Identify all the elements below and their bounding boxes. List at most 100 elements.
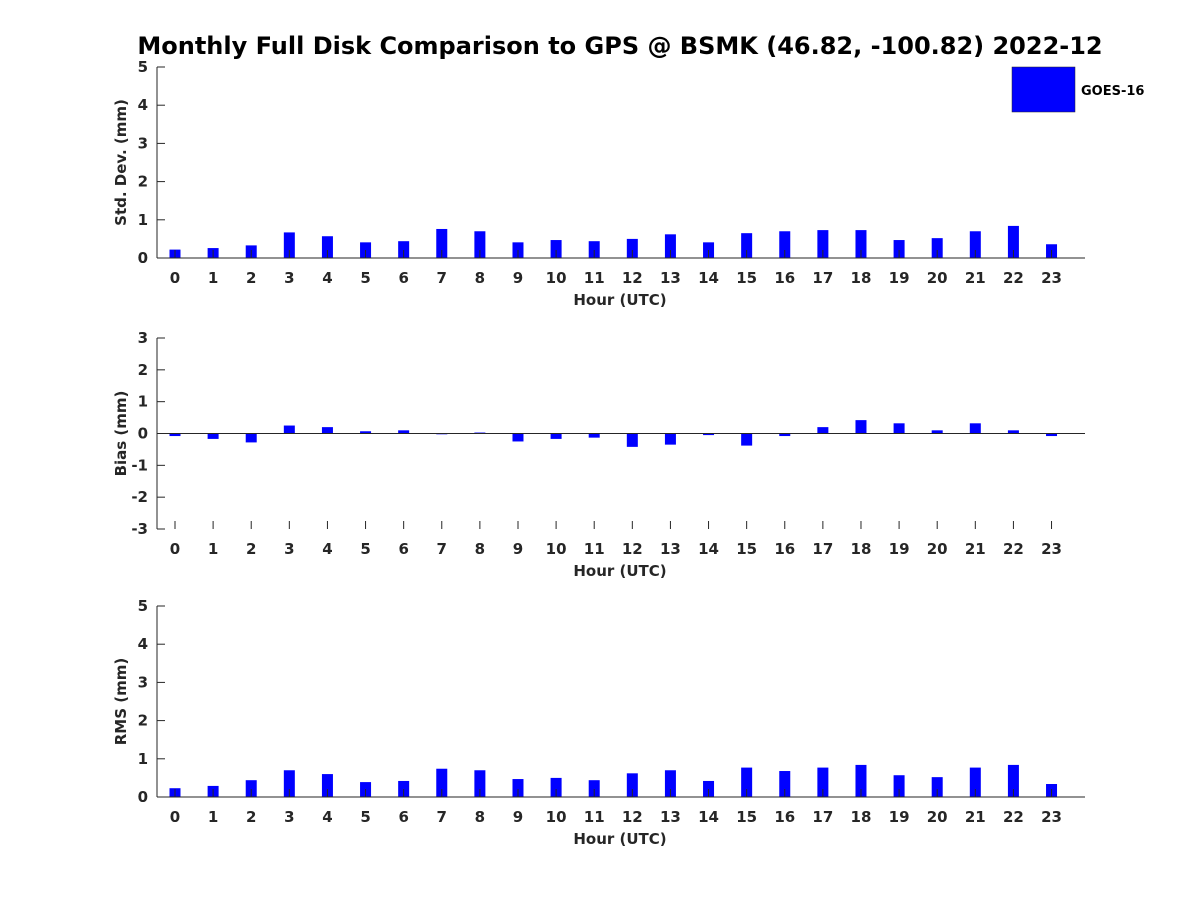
x-tick-label: 13 xyxy=(660,269,681,287)
bar xyxy=(626,238,638,258)
bar xyxy=(398,241,410,258)
x-tick-label: 6 xyxy=(398,269,408,287)
bar xyxy=(931,430,943,434)
y-tick-label: 0 xyxy=(138,249,148,267)
x-tick-label: 17 xyxy=(812,269,833,287)
x-tick-label: 16 xyxy=(774,269,795,287)
y-tick-label: 3 xyxy=(138,134,148,152)
y-tick-label: 4 xyxy=(138,635,148,653)
x-tick-label: 6 xyxy=(398,808,408,826)
x-tick-label: 14 xyxy=(698,808,719,826)
y-tick-label: 1 xyxy=(138,211,148,229)
bar xyxy=(931,238,943,258)
x-tick-label: 19 xyxy=(889,808,910,826)
bar xyxy=(474,770,486,797)
x-tick-label: 4 xyxy=(322,540,332,558)
bar xyxy=(1046,433,1058,437)
bar xyxy=(893,775,905,797)
bar xyxy=(703,780,715,797)
y-tick-label: 3 xyxy=(138,329,148,347)
x-tick-label: 23 xyxy=(1041,269,1062,287)
bar xyxy=(436,228,448,258)
x-tick-label: 5 xyxy=(360,269,370,287)
y-tick-label: 2 xyxy=(138,361,148,379)
x-tick-label: 14 xyxy=(698,269,719,287)
bar xyxy=(741,433,753,446)
bar xyxy=(1007,764,1019,797)
bar xyxy=(474,231,486,258)
x-tick-label: 10 xyxy=(546,269,567,287)
bar xyxy=(283,425,295,434)
x-tick-label: 1 xyxy=(208,540,218,558)
y-tick-label: 5 xyxy=(138,597,148,615)
x-axis-label: Hour (UTC) xyxy=(573,291,666,309)
bar xyxy=(893,240,905,258)
y-tick-label: -2 xyxy=(131,488,148,506)
x-axis-label: Hour (UTC) xyxy=(573,562,666,580)
x-tick-label: 5 xyxy=(360,808,370,826)
x-tick-label: 2 xyxy=(246,808,256,826)
y-tick-label: 1 xyxy=(138,750,148,768)
y-tick-label: -1 xyxy=(131,456,148,474)
x-tick-label: 4 xyxy=(322,269,332,287)
bar xyxy=(588,780,600,797)
x-tick-label: 1 xyxy=(208,808,218,826)
x-tick-label: 20 xyxy=(927,540,948,558)
bar xyxy=(550,433,562,439)
x-tick-label: 22 xyxy=(1003,808,1024,826)
y-tick-label: 1 xyxy=(138,393,148,411)
bar xyxy=(779,231,791,258)
bar xyxy=(1007,225,1019,258)
x-tick-label: 20 xyxy=(927,808,948,826)
x-tick-label: 18 xyxy=(851,540,872,558)
y-axis-label: Std. Dev. (mm) xyxy=(112,99,130,226)
bar xyxy=(626,433,638,447)
x-tick-label: 21 xyxy=(965,269,986,287)
x-tick-label: 18 xyxy=(851,269,872,287)
x-axis-label: Hour (UTC) xyxy=(573,830,666,848)
bar xyxy=(855,420,867,434)
bar xyxy=(664,770,676,797)
y-tick-label: -3 xyxy=(131,520,148,538)
bar xyxy=(245,433,257,443)
x-tick-label: 3 xyxy=(284,269,294,287)
bar xyxy=(588,241,600,258)
x-tick-label: 13 xyxy=(660,540,681,558)
bar xyxy=(855,764,867,797)
bar xyxy=(664,433,676,445)
bar xyxy=(703,433,715,436)
bar xyxy=(969,767,981,797)
y-tick-label: 5 xyxy=(138,58,148,76)
bar xyxy=(512,779,524,797)
bar xyxy=(321,427,333,434)
x-tick-label: 12 xyxy=(622,808,643,826)
x-tick-label: 12 xyxy=(622,540,643,558)
x-tick-label: 21 xyxy=(965,808,986,826)
x-tick-label: 11 xyxy=(584,808,605,826)
x-tick-label: 16 xyxy=(774,808,795,826)
legend-swatch xyxy=(1011,66,1076,113)
bar xyxy=(1007,430,1019,434)
bar xyxy=(969,423,981,434)
x-tick-label: 23 xyxy=(1041,808,1062,826)
x-tick-label: 19 xyxy=(889,269,910,287)
x-tick-label: 5 xyxy=(360,540,370,558)
x-tick-label: 22 xyxy=(1003,540,1024,558)
bar xyxy=(321,774,333,797)
y-tick-label: 2 xyxy=(138,712,148,730)
x-tick-label: 17 xyxy=(812,540,833,558)
x-tick-label: 11 xyxy=(584,269,605,287)
x-tick-label: 0 xyxy=(170,540,180,558)
y-tick-label: 0 xyxy=(138,788,148,806)
x-tick-label: 8 xyxy=(475,808,485,826)
x-tick-label: 21 xyxy=(965,540,986,558)
x-tick-label: 7 xyxy=(437,808,447,826)
x-tick-label: 15 xyxy=(736,808,757,826)
y-axis-label: Bias (mm) xyxy=(112,391,130,477)
bar xyxy=(398,430,410,434)
bar xyxy=(779,771,791,797)
